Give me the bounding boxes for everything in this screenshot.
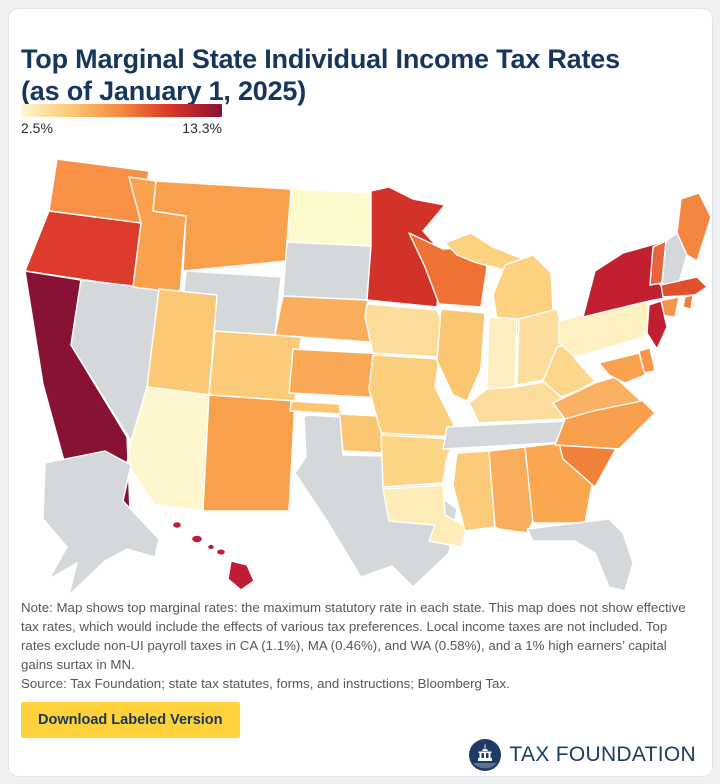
state-CO[interactable] [208,330,302,402]
us-choropleth-map [9,149,712,601]
legend-labels: 2.5% 13.3% [21,120,222,138]
state-UT[interactable] [146,288,218,396]
color-scale-legend [21,104,222,117]
state-AK[interactable] [42,450,160,596]
state-SD[interactable] [282,241,372,301]
state-MD[interactable] [598,352,646,384]
state-AR[interactable] [380,434,456,488]
page-title: Top Marginal State Individual Income Tax… [21,44,620,107]
state-FL[interactable] [526,518,634,592]
download-labeled-version-button[interactable]: Download Labeled Version [21,702,240,738]
brand-wordmark: TAX FOUNDATION [509,743,696,766]
state-NH[interactable] [661,232,688,290]
note-text: Note: Map shows top marginal rates: the … [21,600,686,672]
state-IA[interactable] [364,303,448,358]
legend-max-label: 13.3% [182,120,222,136]
state-MS[interactable] [452,450,496,532]
tax-foundation-logo: TAX FOUNDATION [468,737,696,773]
state-NJ[interactable] [646,300,668,350]
state-ND[interactable] [286,188,376,247]
state-VA[interactable] [552,376,642,420]
footnote-block: Note: Map shows top marginal rates: the … [21,598,699,693]
state-ME[interactable] [676,192,712,262]
state-WV[interactable] [542,342,596,398]
state-MA[interactable] [660,276,708,298]
tax-foundation-logo-icon [468,738,502,772]
state-MN[interactable] [366,186,446,308]
state-NM[interactable] [202,394,296,512]
state-IL[interactable] [436,308,486,402]
state-RI[interactable] [682,294,694,310]
infographic-card: Top Marginal State Individual Income Tax… [8,8,713,777]
source-text: Source: Tax Foundation; state tax statut… [21,676,510,691]
legend-min-label: 2.5% [21,120,53,136]
state-LA[interactable] [382,484,468,548]
state-HI[interactable] [171,520,255,591]
state-IN[interactable] [486,316,518,396]
